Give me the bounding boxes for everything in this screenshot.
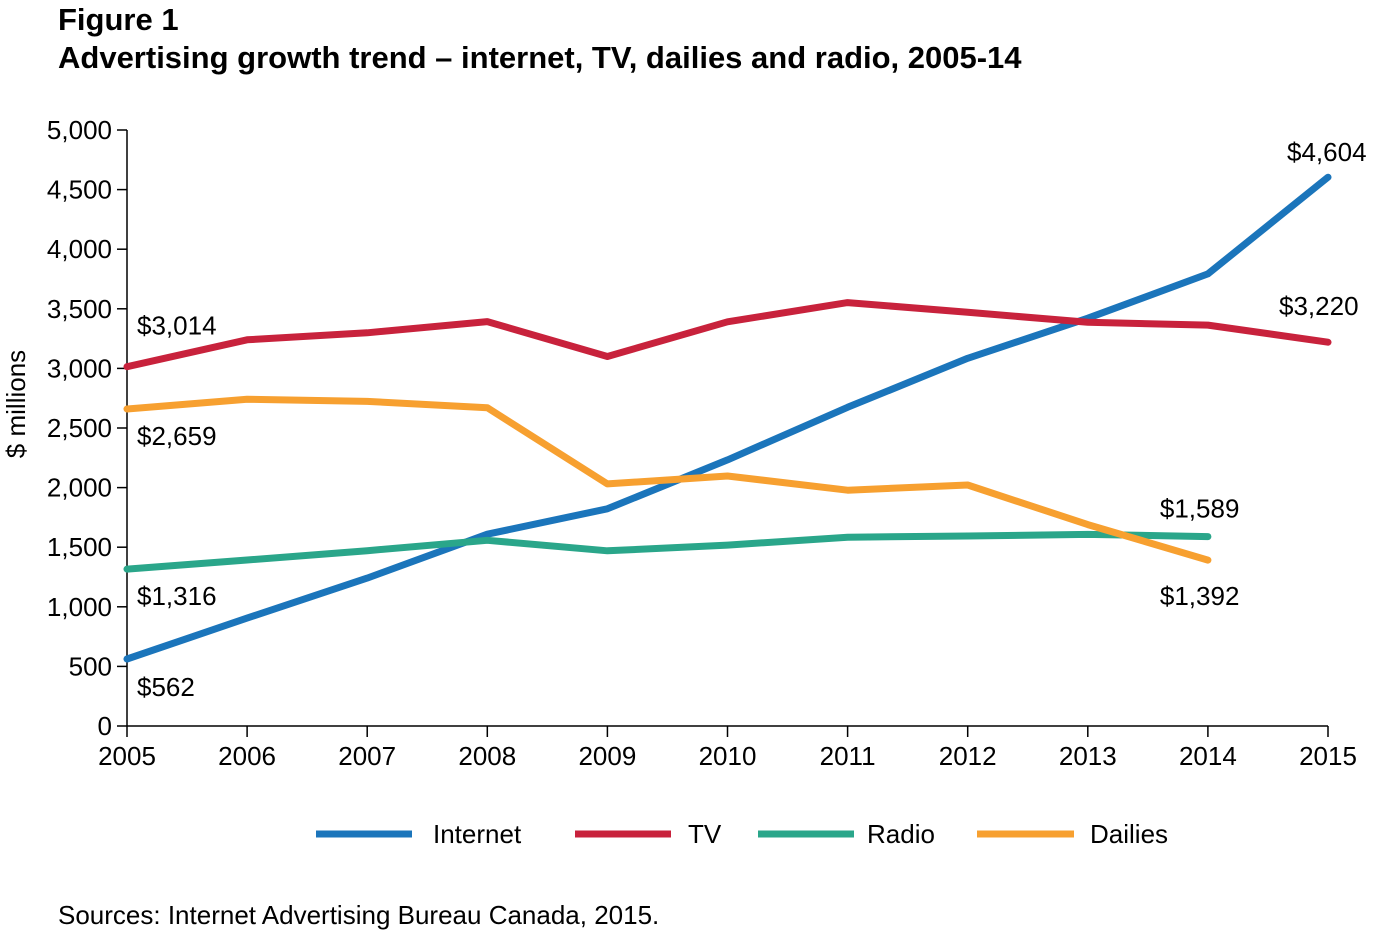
y-tick-label: 500 xyxy=(69,651,112,681)
x-tick-label: 2013 xyxy=(1059,741,1117,771)
legend-label-radio: Radio xyxy=(867,819,935,849)
x-tick-label: 2010 xyxy=(699,741,757,771)
series-lines xyxy=(123,173,1332,663)
y-tick-label: 1,500 xyxy=(47,532,112,562)
series-line-dailies xyxy=(123,395,1212,564)
data-label-internet-2005: $562 xyxy=(137,672,195,702)
source-note: Sources: Internet Advertising Bureau Can… xyxy=(58,900,660,930)
y-tick-label: 3,500 xyxy=(47,294,112,324)
x-tick-label: 2012 xyxy=(939,741,997,771)
axes xyxy=(126,130,1328,727)
x-axis-ticks: 2005 2006 2007 2008 2009 2010 2011 2012 2013 2014… xyxy=(98,726,1357,771)
legend: Internet TV Radio Dailies xyxy=(316,819,1168,849)
data-label-dailies-2014: $1,392 xyxy=(1160,581,1240,611)
chart-title: Advertising growth trend – internet, TV,… xyxy=(58,40,1022,75)
x-tick-label: 2005 xyxy=(98,741,156,771)
legend-label-internet: Internet xyxy=(433,819,522,849)
y-tick-label: 2,500 xyxy=(47,413,112,443)
x-tick-label: 2008 xyxy=(458,741,516,771)
y-tick-label: 2,000 xyxy=(47,473,112,503)
data-label-radio-2005: $1,316 xyxy=(137,581,217,611)
data-label-dailies-2005: $2,659 xyxy=(137,421,217,451)
y-tick-label: 3,000 xyxy=(47,353,112,383)
legend-label-dailies: Dailies xyxy=(1090,819,1168,849)
y-tick-label: 1,000 xyxy=(47,592,112,622)
data-label-internet-2015: $4,604 xyxy=(1287,137,1367,167)
x-tick-label: 2014 xyxy=(1179,741,1237,771)
x-tick-label: 2009 xyxy=(578,741,636,771)
data-labels: $562 $4,604 $3,014 $3,220 $1,316 $1,589 $2,659… xyxy=(137,137,1367,702)
legend-label-tv: TV xyxy=(688,819,722,849)
data-label-radio-2014: $1,589 xyxy=(1160,494,1240,524)
series-line-internet xyxy=(123,173,1332,663)
series-line-tv xyxy=(123,299,1332,371)
series-line-radio xyxy=(123,530,1212,573)
data-label-tv-2005: $3,014 xyxy=(137,311,217,341)
data-label-tv-2015: $3,220 xyxy=(1279,291,1359,321)
x-tick-label: 2011 xyxy=(820,741,876,771)
y-tick-label: 5,000 xyxy=(47,115,112,145)
y-tick-label: 4,000 xyxy=(47,234,112,264)
x-tick-label: 2007 xyxy=(338,741,396,771)
y-tick-label: 0 xyxy=(98,711,112,741)
x-tick-label: 2015 xyxy=(1299,741,1357,771)
figure-label: Figure 1 xyxy=(58,2,179,37)
y-axis-label: $ millions xyxy=(1,350,31,458)
line-chart: 0 500 1,000 1,500 2,000 2,500 3,000 3,500 4,000 4… xyxy=(1,115,1367,849)
y-axis-ticks: 0 500 1,000 1,500 2,000 2,500 3,000 3,500 4,000 4… xyxy=(47,115,127,741)
y-tick-label: 4,500 xyxy=(47,175,112,205)
x-tick-label: 2006 xyxy=(218,741,276,771)
